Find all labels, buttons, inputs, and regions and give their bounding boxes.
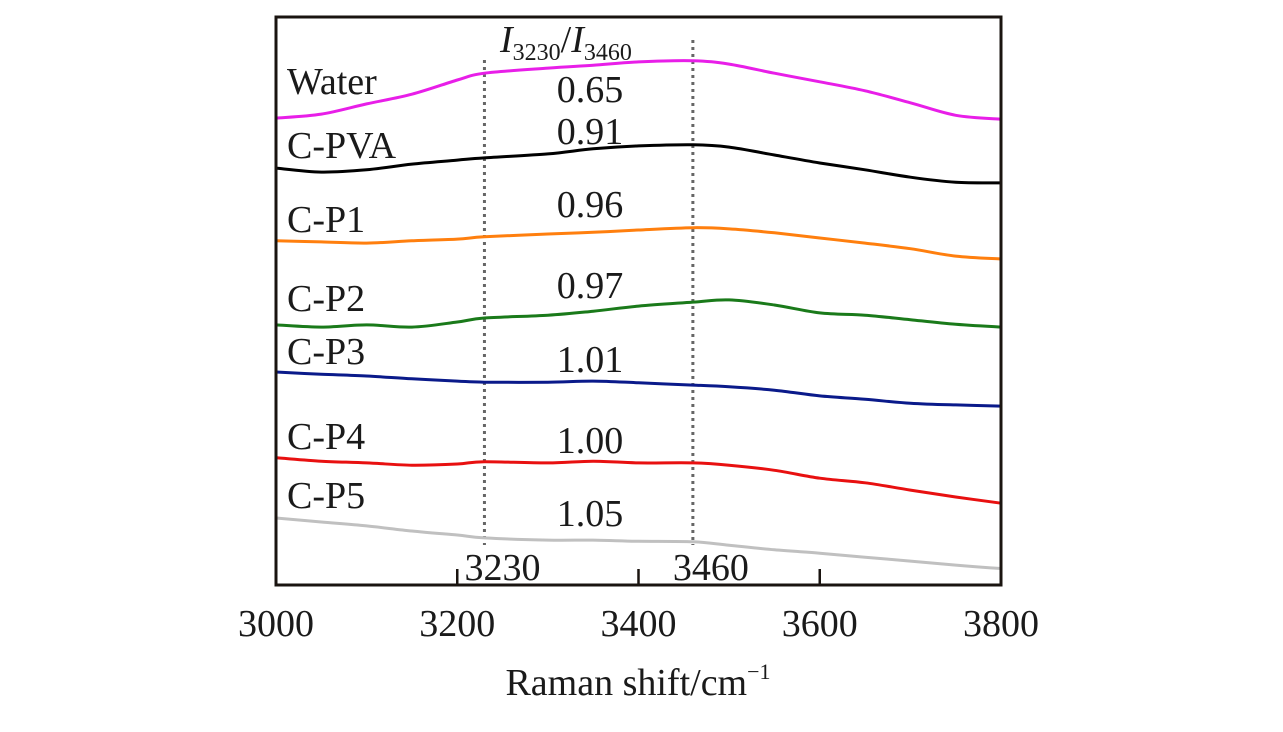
x-axis-ticks [456,569,821,585]
series-line-water [275,59,1002,121]
series-line-c-p1 [275,226,1002,261]
ratio-label-c-p1: 0.96 [557,184,624,226]
ratio-header-sep: / [561,19,572,61]
ratio-label-water: 0.65 [557,69,624,111]
series-lines [275,59,1002,570]
series-label-water: Water [287,61,377,103]
ratio-label-c-p4: 1.00 [557,420,624,462]
series-line-c-p4 [275,456,1002,505]
ratio-header-sub1: 3230 [513,40,561,66]
series-label-c-p2: C-P2 [287,278,365,320]
ratio-label-c-p3: 1.01 [557,339,624,381]
series-line-c-p3 [275,370,1002,408]
series-label-c-p4: C-P4 [287,416,365,458]
reference-lines [482,40,695,545]
x-axis-tick-labels: 3000 3200 3400 3600 3800 [238,603,1039,645]
x-tick-label-3600: 3600 [782,603,858,645]
series-label-c-p3: C-P3 [287,331,365,373]
ratio-label-c-p5: 1.05 [557,493,624,535]
series-label-c-p5: C-P5 [287,475,365,517]
series-line-c-p5 [275,516,1002,570]
series-label-c-pva: C-PVA [287,125,397,167]
ratio-header: I3230/I3460 [499,19,632,66]
series-labels: Water C-PVA C-P1 C-P2 C-P3 C-P4 C-P5 [287,61,397,517]
x-axis-title-superscript: −1 [747,659,770,684]
reference-line-label-3460: 3460 [673,547,749,589]
x-tick-label-3800: 3800 [963,603,1039,645]
plot-frame [274,15,1003,587]
ratio-label-c-p2: 0.97 [557,265,624,307]
x-axis-title-text: Raman shift/cm [505,662,747,704]
series-label-c-p1: C-P1 [287,199,365,241]
series-line-c-pva [275,143,1002,185]
x-tick-label-3000: 3000 [238,603,314,645]
ratio-header-i2: I [570,19,586,61]
reference-line-label-3230: 3230 [464,547,540,589]
x-tick-label-3400: 3400 [601,603,677,645]
ratio-labels: 0.650.91 0.96 0.97 1.01 1.00 1.05 [557,69,624,535]
reference-line-labels: 3230 3460 [464,547,748,589]
ratio-header-i1: I [499,19,515,61]
x-tick-label-3200: 3200 [419,603,495,645]
x-axis-title: Raman shift/cm−1 [505,659,770,704]
series-line-c-p2 [275,298,1002,329]
ratio-header-sub2: 3460 [584,40,632,66]
ratio-label-c-pva: 0.91 [557,111,624,153]
